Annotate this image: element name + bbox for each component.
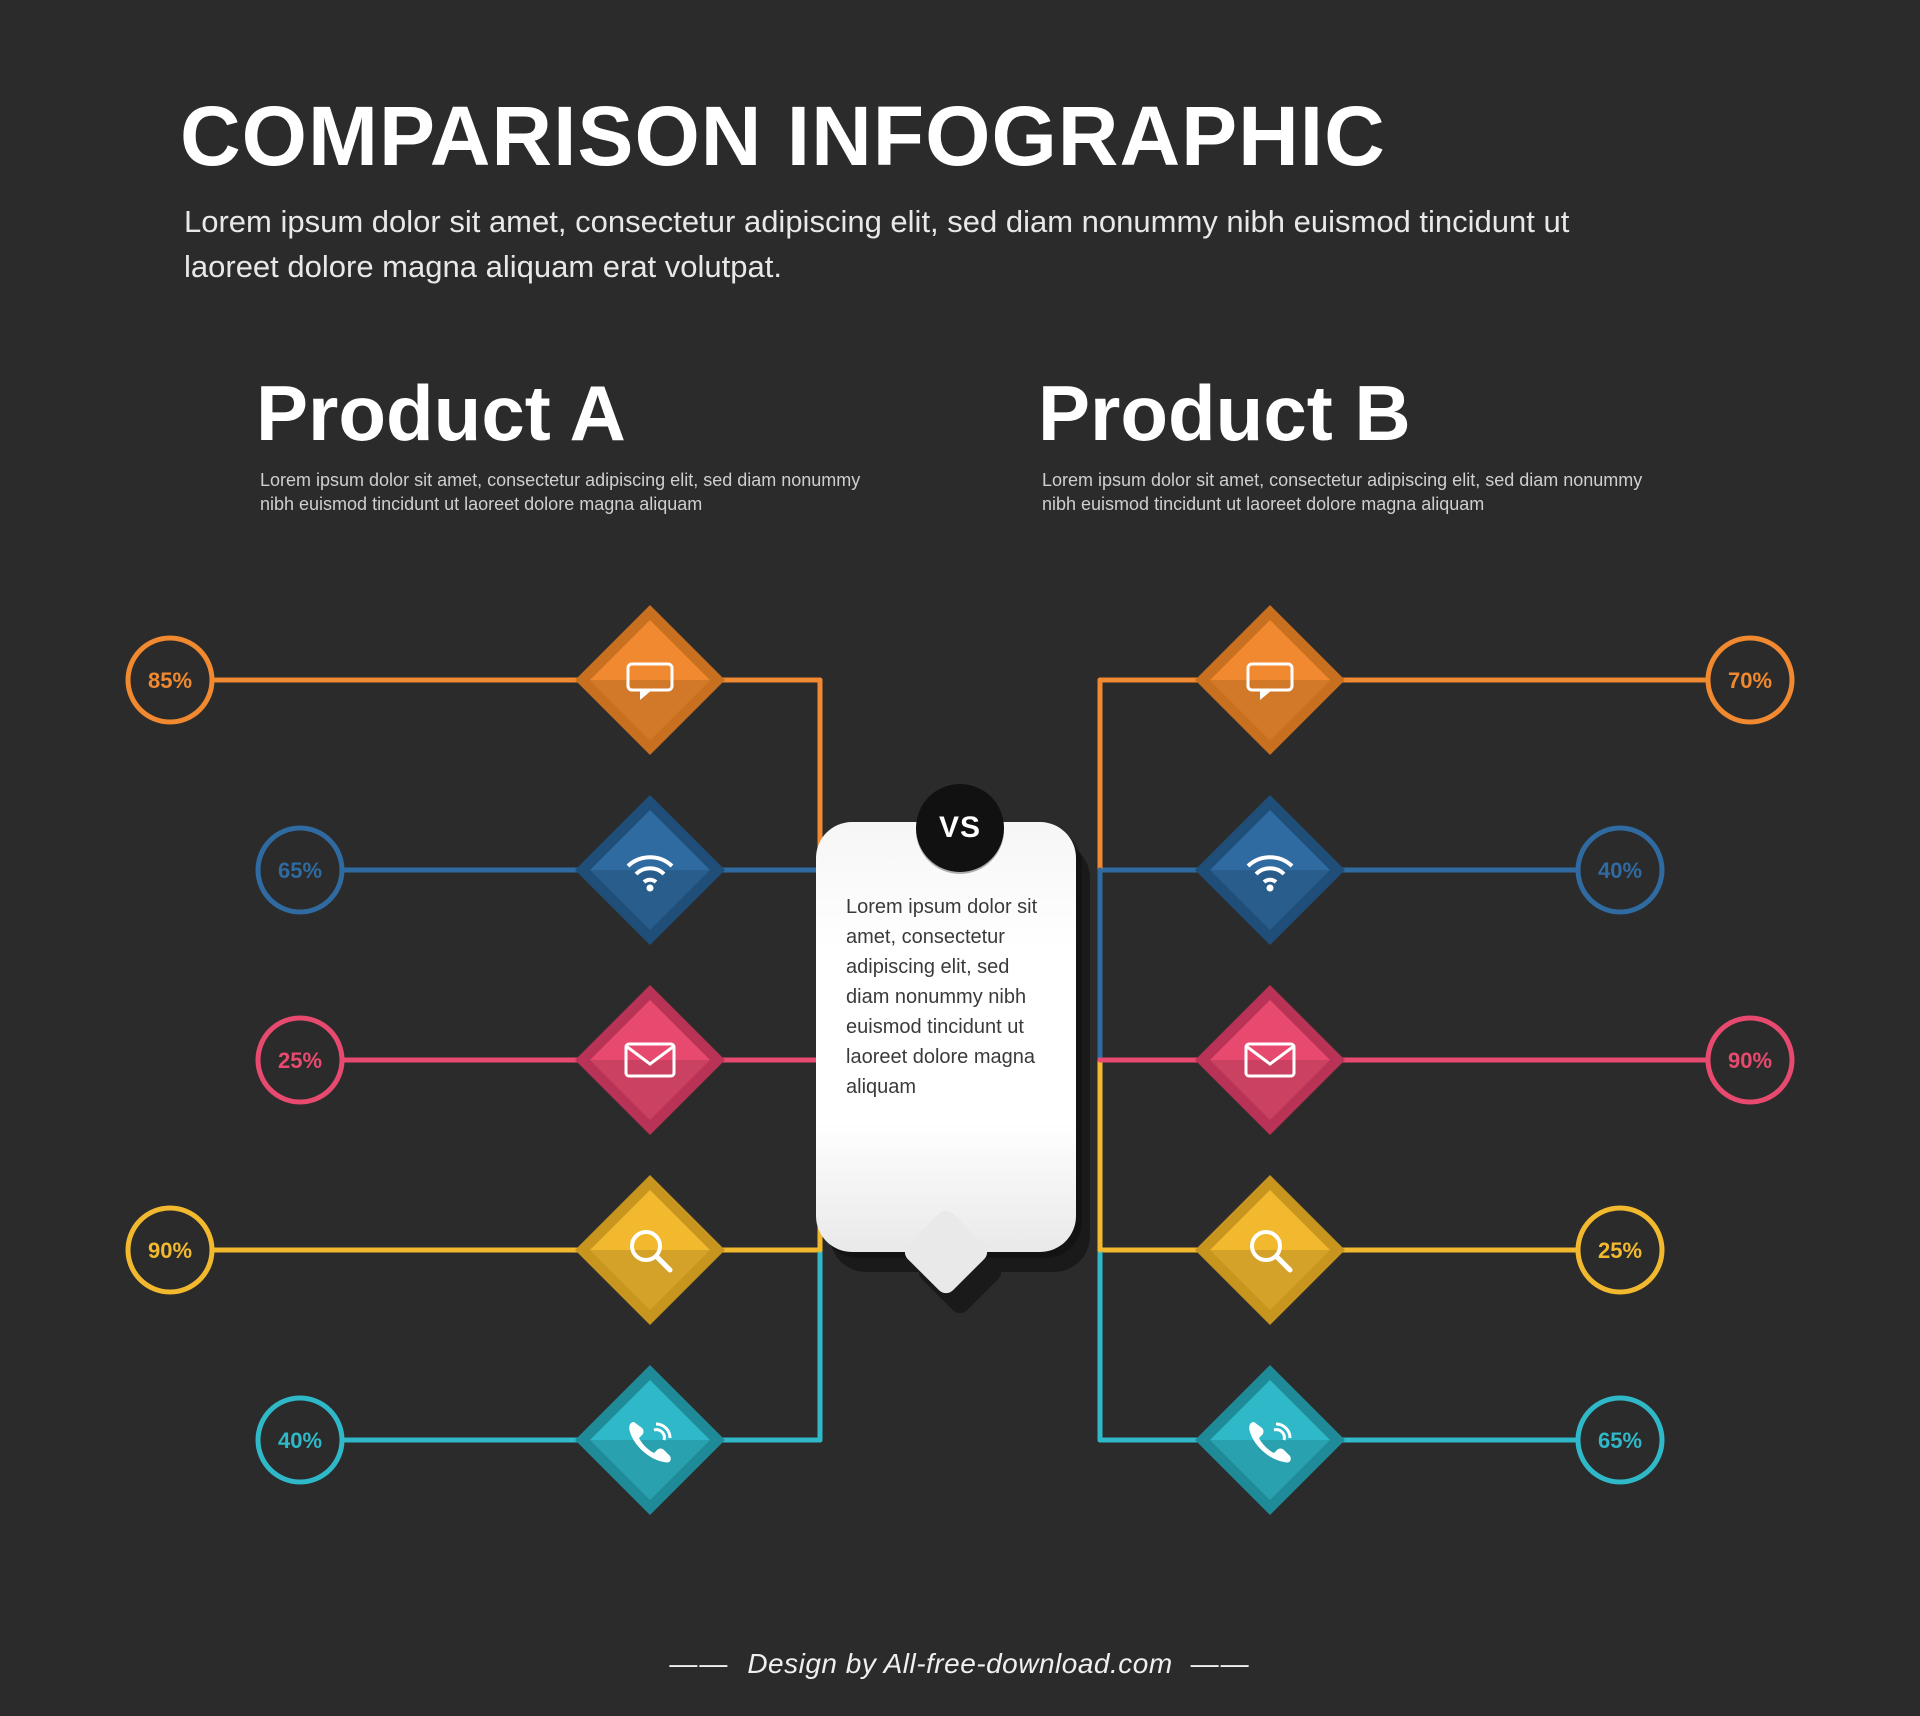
percent-b-4: 65% (1598, 1428, 1642, 1453)
diamond-right-mail (1195, 985, 1345, 1135)
diamond-left-search (575, 1175, 725, 1325)
percent-a-2: 25% (278, 1048, 322, 1073)
percent-b-0: 70% (1728, 668, 1772, 693)
diamond-left-wifi (575, 795, 725, 945)
diamond-right-wifi (1195, 795, 1345, 945)
percent-a-0: 85% (148, 668, 192, 693)
diamond-right-search (1195, 1175, 1345, 1325)
infographic-stage: COMPARISON INFOGRAPHIC Lorem ipsum dolor… (0, 0, 1920, 1716)
vs-text: Lorem ipsum dolor sit amet, consectetur … (846, 892, 1046, 1102)
diamond-left-chat (575, 605, 725, 755)
percent-b-3: 25% (1598, 1238, 1642, 1263)
footer-credit: ——Design by All-free-download.com—— (0, 1648, 1920, 1680)
percent-a-3: 90% (148, 1238, 192, 1263)
diamond-right-chat (1195, 605, 1345, 755)
percent-b-2: 90% (1728, 1048, 1772, 1073)
percent-b-1: 40% (1598, 858, 1642, 883)
diamond-left-phone (575, 1365, 725, 1515)
percent-a-4: 40% (278, 1428, 322, 1453)
diamond-left-mail (575, 985, 725, 1135)
vs-badge: VS (916, 784, 1004, 872)
percent-a-1: 65% (278, 858, 322, 883)
vs-card: Lorem ipsum dolor sit amet, consectetur … (816, 822, 1104, 1282)
diamond-right-phone (1195, 1365, 1345, 1515)
